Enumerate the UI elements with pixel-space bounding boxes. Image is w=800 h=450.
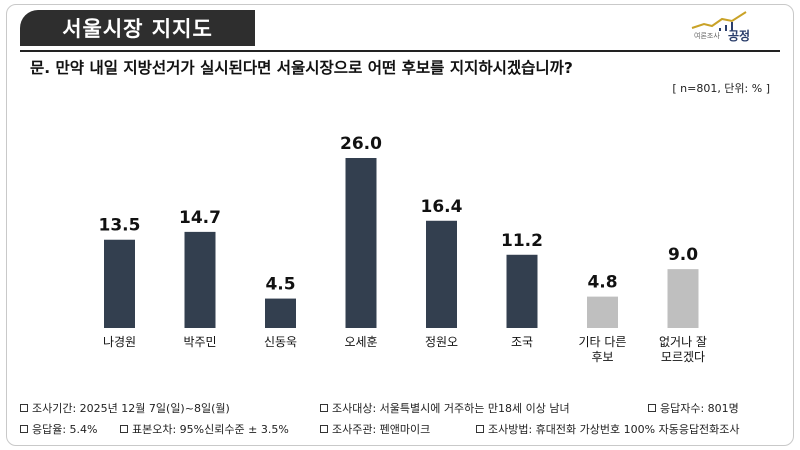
footer-target: 조사대상: 서울특별시에 거주하는 만18세 이상 남녀 [320,400,570,416]
logo-text: 공정 [728,29,751,43]
slide-frame [6,4,794,446]
value-label-7: 4.8 [587,273,617,293]
square-bullet-icon [20,425,28,433]
bar-3 [265,298,296,328]
category-label-7-line-1: 기타 다른 [579,335,627,349]
value-label-4: 26.0 [340,134,382,154]
category-label-6: 조국 [511,335,533,349]
square-bullet-icon [120,425,128,433]
category-label-4: 오세훈 [344,335,377,349]
bar-5 [426,220,457,328]
square-bullet-icon [476,425,484,433]
footer-sponsor: 조사주관: 펜앤마이크 [320,421,430,437]
survey-footer: 조사기간: 2025년 12월 7일(일)~8일(월) 조사대상: 서울특별시에… [20,396,780,440]
pollster-logo: 여론조사 공정 [690,10,774,44]
category-label-3: 신동욱 [264,335,297,349]
square-bullet-icon [320,425,328,433]
footer-period: 조사기간: 2025년 12월 7일(일)~8일(월) [20,400,230,416]
sample-unit-note: [ n=801, 단위: % ] [672,82,770,95]
bar-2 [184,231,216,328]
trend-chart-icon [691,11,747,31]
square-bullet-icon [320,404,328,412]
value-label-6: 11.2 [501,231,543,251]
category-label-2: 박주민 [183,335,216,349]
square-bullet-icon [648,404,656,412]
logo-subtext: 여론조사 [694,32,720,40]
category-label-5: 정원오 [425,335,458,349]
bar-8 [667,269,699,328]
footer-response-rate: 응답율: 5.4% [20,421,98,437]
slide-title: 서울시장 지지도 [20,10,255,46]
survey-question: 문. 만약 내일 지방선거가 실시된다면 서울시장으로 어떤 후보를 지지하시겠… [30,59,573,77]
value-label-3: 4.5 [265,275,295,295]
bar-4 [345,158,377,328]
footer-method: 조사방법: 휴대전화 가상번호 100% 자동응답전화조사 [476,421,740,437]
value-label-2: 14.7 [179,208,221,228]
footer-respondents: 응답자수: 801명 [648,400,739,416]
category-label-8-line-2: 모르겠다 [661,350,705,364]
value-label-5: 16.4 [421,197,463,217]
square-bullet-icon [20,404,28,412]
footer-margin-error: 표본오차: 95%신뢰수준 ± 3.5% [120,421,289,437]
category-label-8-line-1: 없거나 잘 [659,335,707,349]
category-label-1: 나경원 [103,335,136,349]
bar-1 [104,239,135,328]
value-label-1: 13.5 [99,216,141,236]
category-label-7-line-2: 후보 [591,350,613,364]
bar-7 [587,296,618,328]
value-label-8: 9.0 [668,245,698,265]
bar-6 [506,254,538,328]
title-divider [20,50,780,52]
